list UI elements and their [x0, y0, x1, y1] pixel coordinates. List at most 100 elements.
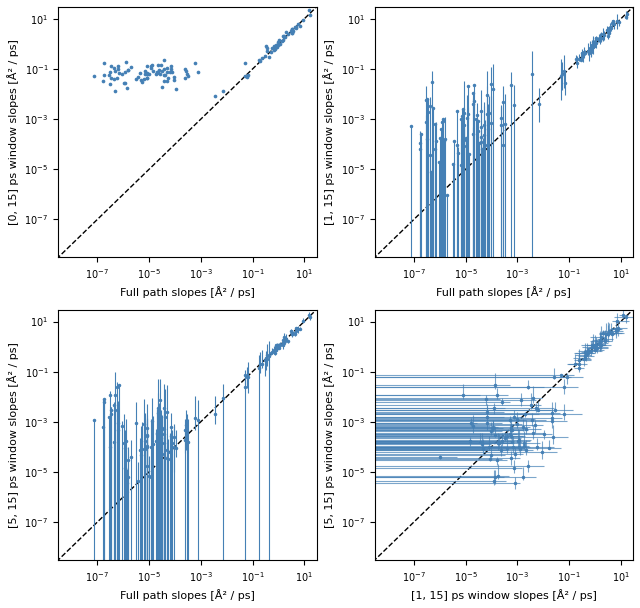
Point [189, 58, 200, 68]
Point [266, 47, 276, 57]
Point [260, 41, 271, 51]
Point [159, 55, 170, 64]
Point [291, 22, 301, 32]
Point [278, 32, 289, 41]
Point [125, 63, 136, 72]
Point [271, 41, 282, 50]
Point [279, 31, 289, 41]
Point [167, 67, 177, 77]
Point [286, 26, 296, 36]
Point [157, 66, 168, 76]
Point [276, 36, 287, 46]
Point [170, 72, 180, 82]
Point [287, 28, 297, 38]
Point [132, 72, 143, 82]
Point [156, 60, 166, 69]
Point [117, 69, 127, 79]
Point [290, 22, 300, 32]
X-axis label: Full path slopes [Å² / ps]: Full path slopes [Å² / ps] [120, 286, 255, 299]
Point [122, 83, 132, 93]
Point [166, 64, 176, 74]
Point [109, 63, 119, 73]
Point [181, 66, 191, 75]
Point [271, 41, 281, 51]
Point [139, 75, 149, 85]
Point [142, 61, 152, 71]
Point [166, 61, 177, 71]
Point [275, 40, 285, 49]
Point [180, 64, 190, 74]
Point [240, 58, 250, 68]
Point [287, 24, 298, 33]
Point [298, 15, 308, 25]
Point [183, 71, 193, 81]
Point [99, 58, 109, 68]
Point [288, 26, 298, 36]
Point [287, 26, 297, 35]
X-axis label: Full path slopes [Å² / ps]: Full path slopes [Å² / ps] [120, 589, 255, 601]
X-axis label: [1, 15] ps window slopes [Å² / ps]: [1, 15] ps window slopes [Å² / ps] [411, 589, 596, 601]
Point [146, 61, 156, 71]
Point [172, 84, 182, 94]
Point [152, 67, 162, 77]
Point [281, 27, 291, 37]
Point [267, 43, 277, 53]
Point [106, 61, 116, 71]
Point [292, 19, 303, 29]
X-axis label: Full path slopes [Å² / ps]: Full path slopes [Å² / ps] [436, 286, 572, 299]
Point [163, 63, 173, 73]
Point [159, 77, 169, 86]
Point [287, 24, 297, 34]
Point [152, 60, 163, 69]
Point [269, 44, 280, 54]
Point [140, 69, 150, 79]
Point [136, 75, 146, 85]
Point [146, 63, 156, 72]
Point [260, 51, 270, 61]
Point [159, 70, 170, 80]
Point [144, 69, 154, 79]
Point [104, 71, 115, 80]
Point [120, 78, 130, 88]
Point [154, 64, 164, 74]
Point [273, 36, 283, 46]
Point [254, 55, 264, 65]
Point [273, 40, 284, 49]
Point [160, 70, 170, 80]
Point [210, 91, 220, 101]
Point [121, 57, 131, 67]
Point [179, 74, 189, 83]
Point [124, 65, 134, 75]
Point [157, 82, 167, 92]
Point [271, 42, 282, 52]
Point [261, 46, 271, 55]
Point [278, 33, 289, 43]
Point [89, 72, 99, 81]
Point [280, 32, 290, 41]
Point [278, 35, 288, 45]
Point [99, 70, 109, 80]
Point [110, 86, 120, 96]
Point [109, 74, 119, 84]
Point [113, 61, 123, 71]
Point [141, 69, 152, 78]
Point [142, 74, 152, 83]
Point [282, 29, 292, 38]
Point [142, 74, 152, 83]
Point [170, 75, 180, 85]
Point [114, 67, 124, 77]
Point [242, 72, 252, 81]
Point [218, 86, 228, 96]
Point [137, 77, 147, 86]
Point [98, 77, 108, 86]
Point [113, 64, 124, 74]
Point [239, 71, 250, 81]
Point [148, 66, 158, 76]
Point [151, 69, 161, 79]
Point [142, 69, 152, 79]
Point [152, 67, 162, 77]
Point [264, 53, 274, 63]
Point [155, 69, 165, 78]
Point [131, 75, 141, 85]
Y-axis label: [5, 15] ps window slopes [Å² / ps]: [5, 15] ps window slopes [Å² / ps] [7, 342, 19, 528]
